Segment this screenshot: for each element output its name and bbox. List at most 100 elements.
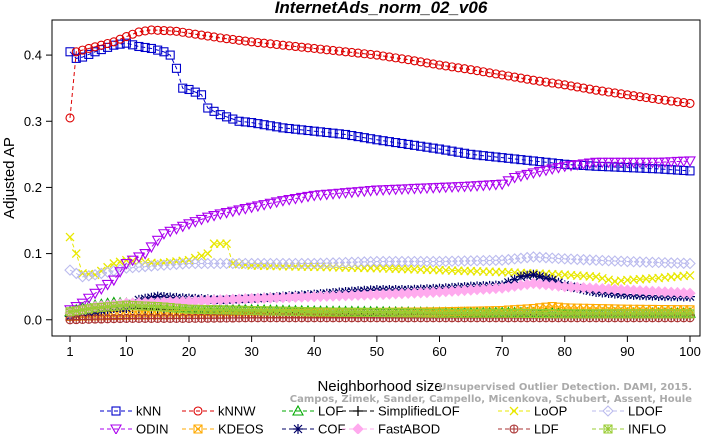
x-tick-label: 20 — [182, 344, 196, 359]
point-knn — [159, 47, 169, 57]
point-odin — [114, 267, 127, 278]
point-knnw — [604, 87, 614, 97]
point-odin — [640, 157, 653, 169]
point-odin — [251, 201, 264, 213]
point-ldof — [502, 253, 515, 266]
point-knnw — [416, 57, 426, 67]
point-knnw — [660, 95, 670, 105]
point-knnw — [679, 98, 689, 108]
point-odin — [471, 181, 484, 192]
point-knnw — [128, 29, 138, 39]
point-odin — [264, 198, 277, 210]
point-odin — [82, 293, 95, 305]
point-knnw — [247, 37, 257, 47]
point-knnw — [165, 26, 175, 36]
point-knnw — [447, 62, 457, 72]
point-ldof — [515, 252, 527, 265]
point-knnw — [535, 76, 545, 86]
point-odin — [421, 183, 433, 195]
point-ldof — [64, 264, 76, 276]
point-knn — [115, 39, 125, 49]
point-ldof — [521, 251, 533, 264]
y-tick-label: 0.2 — [24, 180, 42, 195]
legend-label-ldf: LDF — [534, 422, 559, 434]
watermark-line: Campos, Zimek, Sander, Campello, Micenko… — [290, 394, 692, 405]
point-ldof — [164, 258, 176, 271]
point-knnw — [84, 43, 94, 54]
point-knnw — [485, 68, 495, 78]
point-odin — [195, 214, 208, 226]
point-odin — [320, 189, 333, 201]
point-knn — [459, 148, 470, 158]
legend-item-odin: ODIN — [100, 422, 169, 434]
point-knn — [297, 125, 307, 135]
point-knnw — [585, 84, 595, 94]
point-knnw — [297, 42, 307, 52]
point-knnw — [422, 58, 432, 68]
point-knn — [447, 146, 457, 156]
point-knn — [366, 134, 376, 144]
x-tick-label: 90 — [620, 344, 634, 359]
point-odin — [646, 157, 659, 169]
point-knn — [472, 150, 482, 160]
point-odin — [496, 179, 509, 191]
point-knn — [253, 119, 263, 129]
point-ldof — [101, 266, 114, 278]
legend-label-loop: LoOP — [534, 404, 567, 419]
point-knn — [278, 123, 288, 133]
series-inflo — [65, 300, 695, 319]
point-odin — [345, 187, 358, 199]
point-knnw — [672, 97, 683, 107]
point-cof — [509, 274, 520, 285]
point-odin — [677, 156, 690, 168]
point-knnw — [146, 25, 156, 35]
point-odin — [615, 157, 628, 169]
point-knnw — [153, 25, 163, 35]
point-knn — [190, 87, 200, 97]
point-odin — [533, 166, 546, 178]
y-tick-label: 0.4 — [24, 48, 42, 63]
point-knn — [647, 164, 657, 174]
point-knnw — [503, 71, 513, 81]
legend-label-cof: COF — [318, 422, 346, 434]
legend-marker-inflo — [603, 424, 613, 434]
legend-label-knnw: kNNW — [218, 404, 256, 419]
x-tick-label: 50 — [370, 344, 384, 359]
point-knnw — [272, 39, 282, 50]
point-knnw — [322, 45, 332, 55]
point-knnw — [240, 36, 250, 46]
point-odin — [508, 172, 521, 184]
point-knn — [209, 106, 219, 116]
point-inflo — [77, 305, 88, 315]
legend-label-ldof: LDOF — [628, 404, 663, 419]
point-odin — [652, 157, 665, 169]
point-knn — [215, 110, 225, 120]
point-knn — [391, 138, 401, 148]
point-knn — [134, 41, 144, 52]
point-odin — [314, 190, 327, 201]
x-tick-label: 30 — [244, 344, 258, 359]
point-odin — [226, 206, 239, 218]
point-odin — [164, 226, 177, 238]
point-knnw — [441, 61, 451, 71]
point-odin — [176, 221, 189, 233]
point-odin — [239, 204, 252, 215]
legend-marker-ldof — [602, 405, 614, 417]
point-odin — [483, 180, 496, 192]
point-knnw — [341, 47, 351, 57]
point-knn — [234, 116, 244, 126]
point-knn — [303, 125, 313, 136]
point-knn — [434, 144, 445, 154]
point-knnw — [109, 37, 119, 47]
point-knnw — [478, 67, 488, 77]
series-line-knn — [69, 42, 691, 172]
point-knnw — [347, 47, 357, 57]
point-knnw — [309, 43, 319, 54]
point-knnw — [560, 80, 570, 90]
point-ldof — [89, 268, 101, 281]
point-odin — [76, 298, 89, 310]
point-knn — [121, 38, 131, 48]
legend-label-kdeos: KDEOS — [218, 422, 264, 434]
point-knnw — [278, 40, 288, 50]
point-knnw — [591, 85, 601, 95]
